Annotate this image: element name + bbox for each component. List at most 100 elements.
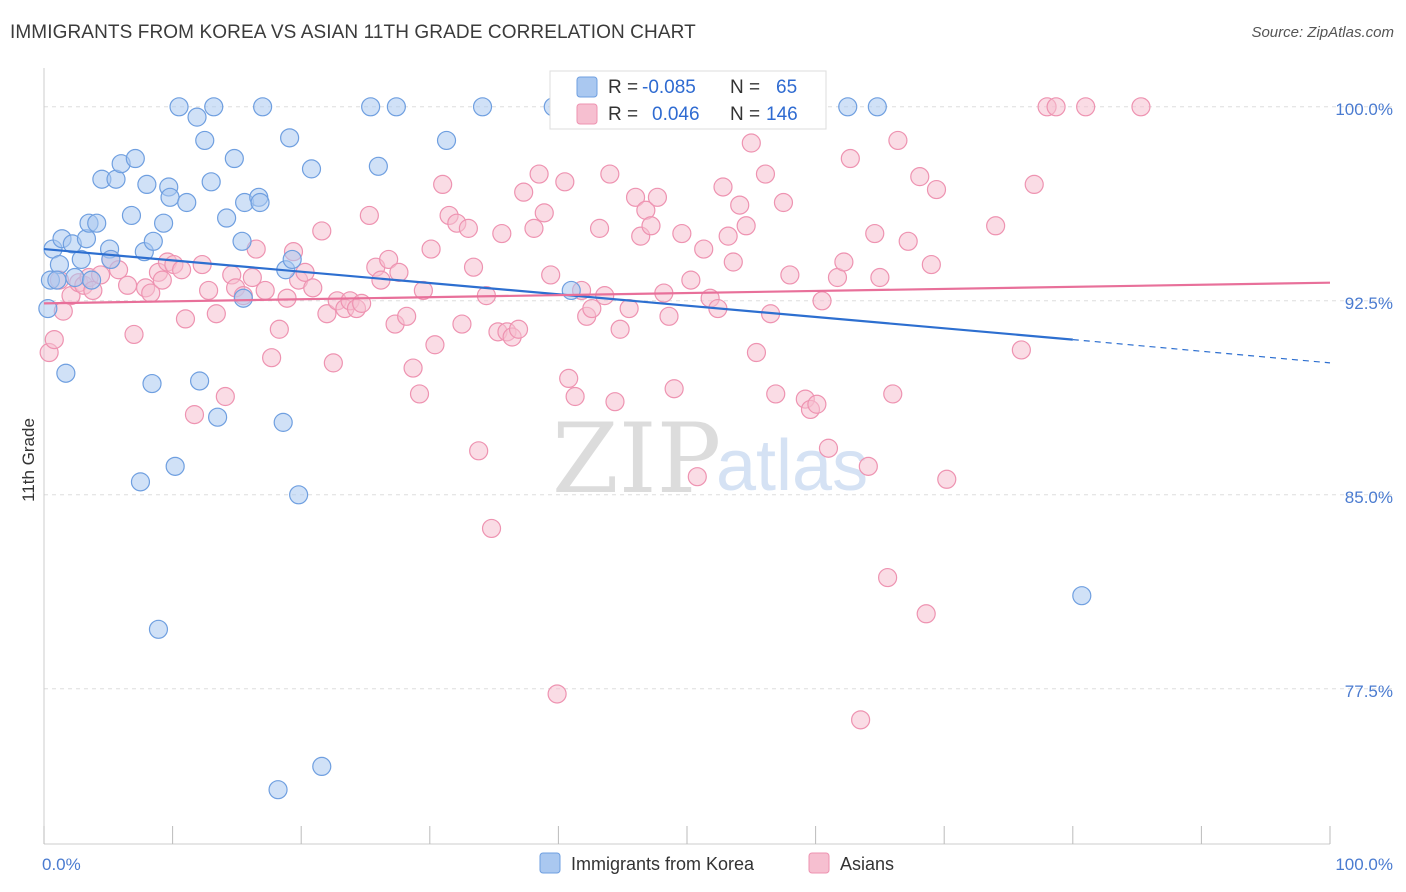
asians-point-75 bbox=[524, 218, 544, 238]
bottom-legend-swatch-pink bbox=[808, 852, 830, 874]
y-tick-label-2: 85.0% bbox=[1345, 488, 1393, 507]
legend-n-label-blue: N = bbox=[730, 77, 760, 98]
asians-point-96 bbox=[647, 187, 668, 207]
asians-point-141 bbox=[1024, 174, 1044, 194]
asians-point-39 bbox=[303, 278, 323, 298]
trend-lines bbox=[43, 247, 1331, 364]
asians-point-34 bbox=[269, 319, 289, 339]
korea-point-45 bbox=[253, 97, 273, 117]
asians-point-1 bbox=[44, 330, 64, 350]
y-axis-label: 11th Grade bbox=[19, 418, 38, 502]
asians-trend-line bbox=[43, 281, 1331, 305]
series-asians-points bbox=[39, 97, 1151, 730]
asians-point-58 bbox=[421, 239, 441, 259]
asians-point-133 bbox=[898, 231, 918, 251]
asians-point-139 bbox=[986, 216, 1006, 236]
asians-point-95 bbox=[641, 216, 661, 236]
chart-title: IMMIGRANTS FROM KOREA VS ASIAN 11TH GRAD… bbox=[10, 22, 696, 43]
asians-point-108 bbox=[723, 252, 743, 272]
korea-point-48 bbox=[280, 128, 300, 148]
asians-point-129 bbox=[870, 267, 890, 288]
asians-point-70 bbox=[492, 223, 512, 244]
korea-point-50 bbox=[289, 485, 309, 505]
korea-point-49 bbox=[282, 249, 302, 270]
asians-point-111 bbox=[741, 133, 761, 153]
asians-point-26 bbox=[215, 386, 235, 407]
asians-point-113 bbox=[755, 164, 776, 184]
asians-point-60 bbox=[433, 174, 453, 194]
asians-point-99 bbox=[664, 379, 684, 399]
asians-point-138 bbox=[937, 469, 957, 489]
asians-point-25 bbox=[206, 304, 226, 324]
asians-point-33 bbox=[262, 348, 282, 368]
asians-point-121 bbox=[812, 291, 832, 311]
korea-point-44 bbox=[250, 192, 270, 213]
bottom-legend-swatch-blue bbox=[539, 852, 561, 874]
korea-point-19 bbox=[125, 148, 145, 169]
asians-point-79 bbox=[547, 684, 567, 704]
asians-point-76 bbox=[529, 164, 549, 184]
asians-point-134 bbox=[910, 167, 930, 187]
korea-point-29 bbox=[165, 456, 185, 476]
asians-point-65 bbox=[463, 257, 484, 277]
asians-point-90 bbox=[610, 319, 630, 339]
korea-point-28 bbox=[160, 187, 180, 207]
bottom-legend-label-korea: Immigrants from Korea bbox=[571, 854, 755, 874]
korea-point-11 bbox=[81, 270, 102, 290]
asians-point-32 bbox=[255, 280, 275, 301]
asians-point-131 bbox=[883, 384, 903, 404]
korea-point-31 bbox=[177, 192, 197, 213]
korea-point-22 bbox=[137, 174, 157, 194]
asians-point-140 bbox=[1011, 340, 1031, 360]
legend-n-label-pink: N = bbox=[730, 104, 760, 125]
asians-point-30 bbox=[242, 267, 262, 288]
korea-point-63 bbox=[1072, 586, 1092, 606]
korea-point-35 bbox=[201, 172, 221, 192]
asians-point-116 bbox=[773, 192, 794, 213]
asians-point-20 bbox=[172, 260, 192, 280]
asians-point-107 bbox=[718, 226, 738, 246]
legend-r-value-blue: -0.085 bbox=[642, 77, 696, 98]
asians-point-132 bbox=[888, 130, 908, 151]
legend-n-value-pink: 146 bbox=[766, 104, 798, 125]
watermark: ZIP atlas bbox=[552, 403, 868, 515]
asians-point-64 bbox=[458, 218, 478, 238]
asians-point-63 bbox=[452, 314, 472, 334]
korea-point-53 bbox=[361, 97, 381, 117]
asians-point-127 bbox=[858, 456, 878, 476]
asians-point-98 bbox=[659, 306, 679, 326]
watermark-zip: ZIP bbox=[552, 403, 721, 515]
asians-point-109 bbox=[730, 195, 750, 215]
asians-point-12 bbox=[117, 275, 138, 295]
asians-point-91 bbox=[619, 298, 639, 319]
legend-swatch-pink bbox=[576, 103, 598, 125]
asians-point-102 bbox=[687, 467, 707, 487]
korea-point-46 bbox=[273, 412, 293, 432]
asians-point-124 bbox=[834, 252, 854, 272]
korea-point-36 bbox=[204, 97, 224, 117]
asians-point-110 bbox=[736, 216, 756, 236]
korea-point-25 bbox=[148, 619, 169, 639]
asians-point-130 bbox=[878, 567, 898, 588]
legend-swatch-blue bbox=[576, 76, 598, 98]
asians-point-103 bbox=[694, 239, 714, 259]
asians-point-22 bbox=[184, 405, 205, 425]
korea-point-62 bbox=[867, 97, 887, 117]
asians-point-86 bbox=[589, 218, 610, 238]
asians-point-126 bbox=[851, 710, 871, 730]
korea-point-5 bbox=[56, 363, 76, 383]
asians-point-81 bbox=[559, 368, 579, 388]
asians-point-136 bbox=[921, 254, 941, 275]
legend-r-label-pink: R = bbox=[608, 104, 638, 125]
korea-point-18 bbox=[121, 205, 142, 226]
asians-point-101 bbox=[681, 270, 701, 290]
asians-point-100 bbox=[672, 223, 692, 244]
y-tick-label-1: 92.5% bbox=[1345, 294, 1393, 313]
korea-point-60 bbox=[268, 780, 288, 800]
korea-point-55 bbox=[386, 97, 406, 117]
asians-point-41 bbox=[317, 304, 337, 324]
asians-point-68 bbox=[481, 518, 502, 539]
y-tick-label-3: 77.5% bbox=[1345, 682, 1393, 701]
asians-point-13 bbox=[124, 324, 144, 345]
